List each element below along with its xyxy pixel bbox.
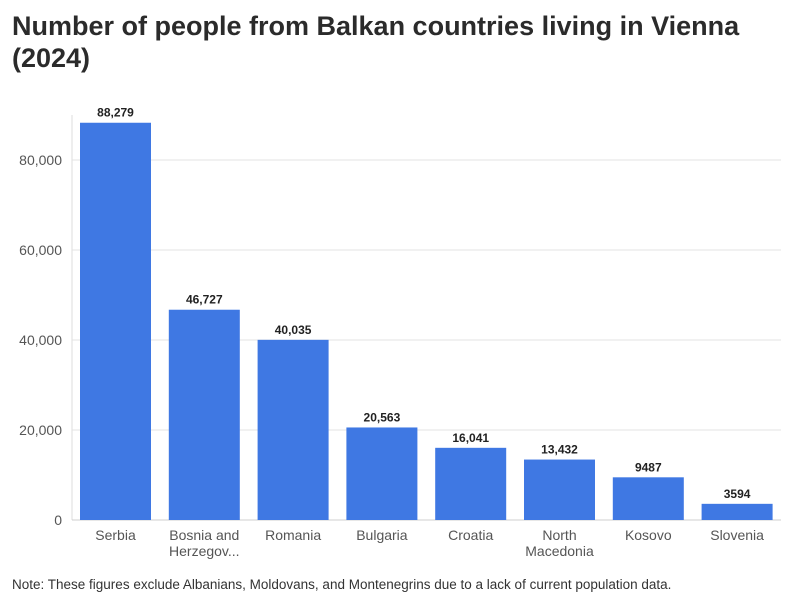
bar: [168, 309, 240, 520]
bar: [524, 459, 595, 520]
category-label: Slovenia: [710, 527, 764, 543]
y-tick-label: 60,000: [19, 242, 62, 258]
value-label: 88,279: [97, 106, 134, 120]
y-tick-label: 20,000: [19, 422, 62, 438]
category-label: Croatia: [448, 527, 493, 543]
value-label: 3594: [724, 487, 751, 501]
category-label: Serbia: [95, 527, 136, 543]
category-label: Romania: [265, 527, 321, 543]
category-label: Bulgaria: [356, 527, 408, 543]
y-tick-label: 0: [54, 512, 62, 528]
value-label: 20,563: [364, 410, 401, 424]
bar: [80, 122, 151, 520]
bar: [257, 339, 329, 520]
value-label: 16,041: [452, 431, 489, 445]
footnote: Note: These figures exclude Albanians, M…: [12, 577, 672, 592]
bars: [80, 122, 773, 520]
value-label: 46,727: [186, 293, 223, 307]
value-labels: 88,279 46,727 40,035 20,563 16,041 13,432 9487…: [97, 106, 751, 501]
category-label: North: [542, 527, 576, 543]
y-axis-ticks: 0 20,000 40,000 60,000 80,000: [19, 152, 62, 528]
value-label: 13,432: [541, 443, 578, 457]
category-label: Kosovo: [625, 527, 672, 543]
y-tick-label: 40,000: [19, 332, 62, 348]
y-tick-label: 80,000: [19, 152, 62, 168]
bar: [435, 447, 507, 520]
bar: [612, 477, 684, 520]
category-label: Herzegov...: [169, 543, 240, 559]
category-label: Bosnia and: [169, 527, 239, 543]
bar: [346, 427, 418, 520]
value-label: 9487: [635, 460, 662, 474]
chart-title: Number of people from Balkan countries l…: [12, 11, 740, 73]
bar: [701, 503, 773, 520]
value-label: 40,035: [275, 323, 312, 337]
category-label: Macedonia: [525, 543, 594, 559]
